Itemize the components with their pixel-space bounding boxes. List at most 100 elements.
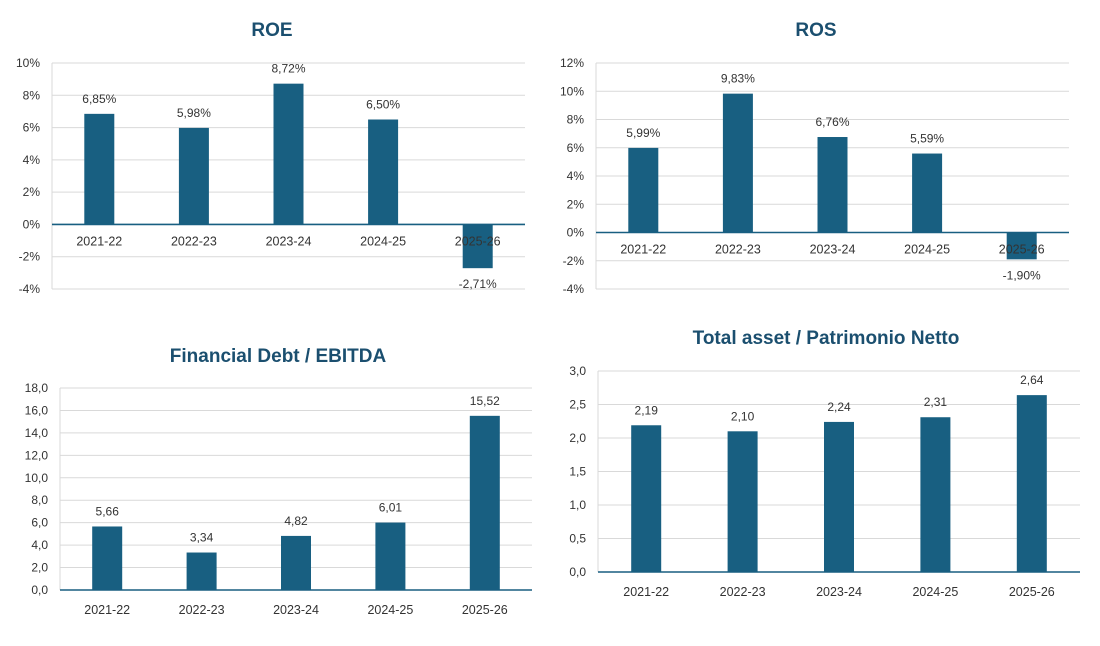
- y-tick-label: 6%: [567, 141, 585, 155]
- bar: [92, 526, 123, 590]
- bar: [375, 522, 406, 590]
- x-tick-label: 2024-25: [360, 234, 406, 248]
- x-tick-label: 2021-22: [84, 603, 130, 617]
- y-tick-label: 3,0: [569, 364, 586, 378]
- y-tick-label: 8%: [567, 113, 585, 127]
- y-tick-label: 18,0: [25, 381, 49, 395]
- data-label: 2,19: [635, 403, 659, 417]
- y-tick-label: 0,0: [569, 565, 586, 579]
- y-tick-label: 4%: [567, 169, 585, 183]
- x-tick-label: 2022-23: [720, 585, 766, 599]
- bar: [824, 421, 854, 572]
- y-tick-label: -2%: [19, 250, 41, 264]
- data-label: 6,76%: [815, 115, 849, 129]
- x-tick-label: 2025-26: [462, 603, 508, 617]
- data-label: 2,10: [731, 409, 755, 423]
- data-label: 6,50%: [366, 98, 400, 112]
- y-tick-label: 2%: [567, 197, 585, 211]
- y-tick-label: 12,0: [25, 448, 49, 462]
- data-label: -1,90%: [1003, 268, 1041, 282]
- y-tick-label: 8,0: [31, 493, 48, 507]
- y-tick-label: -4%: [19, 282, 41, 296]
- bar: [186, 552, 217, 590]
- x-tick-label: 2023-24: [266, 234, 312, 248]
- y-tick-label: 8%: [23, 88, 41, 102]
- chart-title: Total asset / Patrimonio Netto: [693, 328, 960, 349]
- x-tick-label: 2024-25: [904, 243, 950, 257]
- x-tick-label: 2023-24: [816, 585, 862, 599]
- bar: [368, 119, 399, 225]
- data-label: 15,52: [470, 394, 500, 408]
- x-tick-label: 2022-23: [171, 234, 217, 248]
- y-tick-label: 10%: [16, 56, 40, 70]
- bar: [817, 137, 848, 233]
- data-label: 5,66: [96, 504, 120, 518]
- x-tick-label: 2024-25: [912, 585, 958, 599]
- bar: [273, 83, 304, 225]
- bar: [631, 425, 662, 572]
- chart-4: Total asset / Patrimonio Netto 3,0 2,5 2,0 1…: [569, 328, 1080, 599]
- chart-1: ROE 10% 8% 6% 4% 2% 0% -2% -4% 2021-22 2022-23 2023…: [16, 20, 525, 296]
- y-tick-label: 2,0: [569, 431, 586, 445]
- bar: [628, 147, 659, 233]
- chart-title: ROE: [251, 20, 292, 41]
- y-tick-label: 10,0: [25, 471, 49, 485]
- x-tick-label: 2021-22: [623, 585, 669, 599]
- x-tick-label: 2022-23: [179, 603, 225, 617]
- bar: [281, 535, 311, 590]
- bar: [469, 415, 500, 590]
- y-tick-label: 16,0: [25, 403, 49, 417]
- y-tick-label: 2,0: [31, 561, 48, 575]
- data-label: 4,82: [284, 514, 308, 528]
- x-tick-label: 2025-26: [455, 234, 501, 248]
- x-tick-label: 2023-24: [810, 243, 856, 257]
- chart-2: ROS 12% 10% 8% 6% 4% 2% 0% -2% -4% 2021-22 2022-23 2…: [560, 20, 1069, 296]
- x-tick-label: 2022-23: [715, 243, 761, 257]
- y-tick-label: 0,0: [31, 583, 48, 597]
- data-label: 5,98%: [177, 106, 211, 120]
- data-label: 5,99%: [626, 126, 660, 140]
- y-tick-label: -2%: [563, 254, 585, 268]
- bar: [920, 417, 951, 572]
- bar: [912, 153, 943, 233]
- y-tick-label: 6%: [23, 121, 41, 135]
- y-tick-label: 4%: [23, 153, 41, 167]
- y-tick-label: 12%: [560, 56, 584, 70]
- data-label: 3,34: [190, 531, 214, 545]
- data-label: 8,72%: [271, 62, 305, 76]
- y-tick-label: 1,5: [569, 465, 586, 479]
- y-tick-label: 1,0: [569, 498, 586, 512]
- y-tick-label: 0,5: [569, 532, 586, 546]
- chart-title: ROS: [795, 20, 836, 41]
- x-tick-label: 2025-26: [1009, 585, 1055, 599]
- x-tick-label: 2021-22: [76, 234, 122, 248]
- data-label: 6,01: [379, 501, 403, 515]
- chart-title: Financial Debt / EBITDA: [170, 346, 387, 367]
- chart-3: Financial Debt / EBITDA 18,0 16,0 14,0 12,0 1…: [25, 346, 532, 617]
- y-tick-label: 10%: [560, 84, 584, 98]
- data-label: -2,71%: [459, 277, 497, 291]
- y-tick-label: 14,0: [25, 426, 49, 440]
- bar: [462, 224, 493, 269]
- y-tick-label: 0%: [23, 217, 41, 231]
- bar: [178, 127, 209, 225]
- x-tick-label: 2023-24: [273, 603, 319, 617]
- data-label: 5,59%: [910, 132, 944, 146]
- y-tick-label: 2,5: [569, 398, 586, 412]
- data-label: 9,83%: [721, 72, 755, 86]
- data-label: 2,24: [827, 400, 851, 414]
- data-label: 6,85%: [82, 92, 116, 106]
- bar: [1016, 395, 1047, 572]
- bar: [727, 431, 758, 572]
- x-tick-label: 2025-26: [999, 243, 1045, 257]
- bar: [722, 93, 753, 233]
- y-tick-label: -4%: [563, 282, 585, 296]
- y-tick-label: 2%: [23, 185, 41, 199]
- x-tick-label: 2021-22: [620, 243, 666, 257]
- x-tick-label: 2024-25: [367, 603, 413, 617]
- y-tick-label: 6,0: [31, 516, 48, 530]
- data-label: 2,31: [924, 395, 948, 409]
- y-tick-label: 4,0: [31, 538, 48, 552]
- bar: [1006, 232, 1037, 260]
